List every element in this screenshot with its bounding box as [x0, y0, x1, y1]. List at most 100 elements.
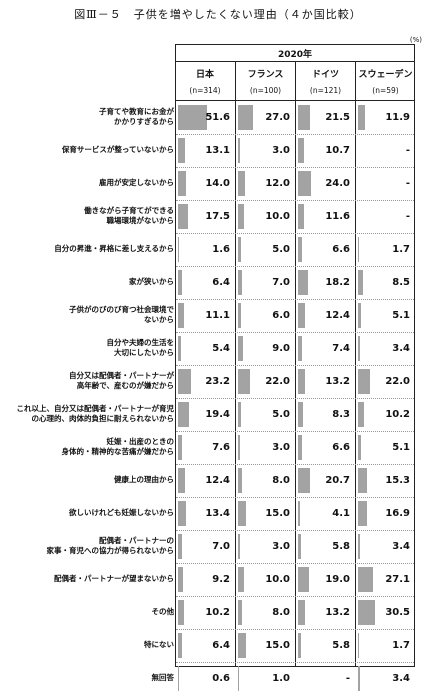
data-cell: -: [356, 134, 416, 167]
data-cell: 13.2: [296, 596, 356, 629]
unit-label: (%): [409, 36, 422, 44]
value-bar: [358, 534, 360, 559]
row-divider: [176, 332, 414, 333]
column-header: 日本 (n=314): [175, 61, 235, 101]
value-label: -: [405, 145, 410, 156]
data-cell: 5.8: [296, 629, 356, 662]
data-cell: 7.0: [236, 266, 296, 299]
value-label: -: [405, 211, 410, 222]
value-label: 10.0: [265, 574, 290, 585]
value-label: 19.4: [205, 409, 230, 420]
value-bar: [178, 633, 182, 658]
value-bar: [178, 600, 184, 625]
value-bar: [178, 237, 179, 262]
column-sample-size: (n=314): [189, 86, 221, 95]
value-label: 6.0: [272, 310, 290, 321]
value-bar: [238, 534, 240, 559]
value-label: 8.0: [272, 475, 290, 486]
data-cell: 11.9: [356, 101, 416, 134]
value-label: 18.2: [325, 277, 350, 288]
value-label: 30.5: [385, 607, 410, 618]
value-label: 7.0: [272, 277, 290, 288]
value-bar: [358, 600, 376, 625]
row-label: 無回答: [4, 661, 175, 694]
row-label: その他: [4, 595, 175, 628]
data-cell: 4.1: [296, 497, 356, 530]
data-cell: -: [356, 200, 416, 233]
value-label: 9.2: [212, 574, 230, 585]
value-bar: [358, 270, 363, 295]
data-cell: 18.2: [296, 266, 356, 299]
value-bar: [238, 237, 241, 262]
value-label: 15.0: [265, 508, 290, 519]
value-bar: [298, 303, 305, 328]
data-cell: 19.4: [176, 398, 236, 431]
row-label-text: 子育てや教育にお金が かかりすぎるから: [99, 106, 174, 126]
row-label: 自分又は配偶者・パートナーが 高年齢で、産むのが嫌だから: [4, 364, 174, 397]
row-label: 子育てや教育にお金が かかりすぎるから: [4, 100, 174, 133]
data-cell: 3.0: [236, 134, 296, 167]
value-bar: [238, 369, 251, 394]
data-cell: 5.1: [356, 431, 416, 464]
row-label: 家が狭いから: [4, 265, 174, 298]
value-bar: [178, 336, 182, 361]
value-label: 3.4: [392, 673, 410, 684]
value-bar: [238, 402, 241, 427]
value-bar: [298, 501, 301, 526]
column-name: ドイツ: [311, 70, 339, 80]
value-bar: [238, 567, 244, 592]
value-label: 6.4: [212, 277, 230, 288]
value-bar: [178, 501, 186, 526]
data-cell: 21.5: [296, 101, 356, 134]
row-divider: [176, 530, 414, 531]
value-label: 6.4: [212, 640, 230, 651]
data-cell: 14.0: [176, 167, 236, 200]
value-label: 27.1: [385, 574, 410, 585]
data-cell: 10.0: [236, 563, 296, 596]
value-label: 22.0: [385, 376, 410, 387]
value-label: 10.2: [205, 607, 230, 618]
value-label: 51.6: [205, 112, 230, 123]
value-label: 17.5: [205, 211, 230, 222]
value-label: 3.0: [272, 145, 290, 156]
column-name: フランス: [247, 70, 284, 80]
data-cell: 13.2: [296, 365, 356, 398]
row-label-text: 自分の昇進・昇格に差し支えるから: [54, 243, 174, 253]
value-label: 5.8: [332, 640, 350, 651]
row-label-text: 妊娠・出産のときの 身体的・精神的な苦痛が嫌だから: [61, 436, 175, 456]
data-cell: 0.6: [176, 662, 236, 695]
value-bar: [178, 303, 185, 328]
data-cell: 15.0: [236, 629, 296, 662]
row-divider: [176, 134, 414, 135]
row-divider: [176, 266, 414, 267]
value-label: 5.0: [272, 244, 290, 255]
value-label: 21.5: [325, 112, 350, 123]
row-label-text: 配偶者・パートナーの 家事・育児への協力が得られないから: [46, 535, 175, 555]
value-label: 1.7: [392, 244, 410, 255]
value-label: 19.0: [325, 574, 350, 585]
value-label: 22.0: [265, 376, 290, 387]
value-label: 11.1: [205, 310, 230, 321]
row-label-text: これ以上、自分又は配偶者・パートナーが育児 の心理的、肉体的負担に耐えられないか…: [16, 403, 175, 423]
value-bar: [178, 435, 183, 460]
row-divider: [176, 497, 414, 498]
value-label: 7.4: [332, 343, 350, 354]
row-label: 自分の昇進・昇格に差し支えるから: [4, 232, 174, 265]
column-name: 日本: [195, 70, 214, 80]
value-bar: [238, 270, 242, 295]
data-table: 2020年 日本 (n=314) フランス (n=100) ドイツ (n=121) スウェー…: [175, 44, 416, 691]
value-bar: [298, 237, 302, 262]
value-label: 15.3: [385, 475, 410, 486]
value-bar: [178, 171, 186, 196]
row-label: 健康上の理由から: [4, 463, 174, 496]
data-cell: 5.8: [296, 530, 356, 563]
value-bar: [298, 369, 306, 394]
value-bar: [298, 534, 302, 559]
data-cell: 20.7: [296, 464, 356, 497]
row-label-text: 自分や夫婦の生活を 大切にしたいから: [106, 337, 175, 357]
value-bar: [178, 567, 184, 592]
value-bar: [238, 666, 239, 691]
data-cell: 12.0: [236, 167, 296, 200]
data-cell: 15.0: [236, 497, 296, 530]
value-label: 10.7: [325, 145, 350, 156]
